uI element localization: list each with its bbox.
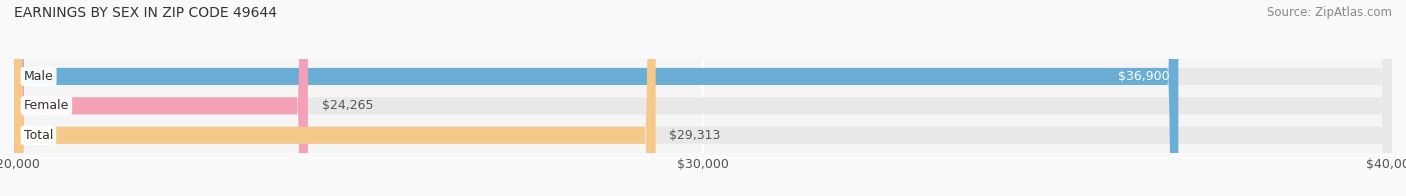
FancyBboxPatch shape [14,0,655,196]
FancyBboxPatch shape [14,0,1392,196]
FancyBboxPatch shape [14,0,1178,196]
Text: EARNINGS BY SEX IN ZIP CODE 49644: EARNINGS BY SEX IN ZIP CODE 49644 [14,6,277,20]
Text: Source: ZipAtlas.com: Source: ZipAtlas.com [1267,6,1392,19]
Text: $24,265: $24,265 [322,99,373,112]
FancyBboxPatch shape [14,0,308,196]
FancyBboxPatch shape [14,0,1392,196]
Text: $36,900: $36,900 [1119,70,1170,83]
FancyBboxPatch shape [14,0,1392,196]
Text: Female: Female [24,99,69,112]
Text: Total: Total [24,129,53,142]
Text: $29,313: $29,313 [669,129,721,142]
Text: Male: Male [24,70,53,83]
